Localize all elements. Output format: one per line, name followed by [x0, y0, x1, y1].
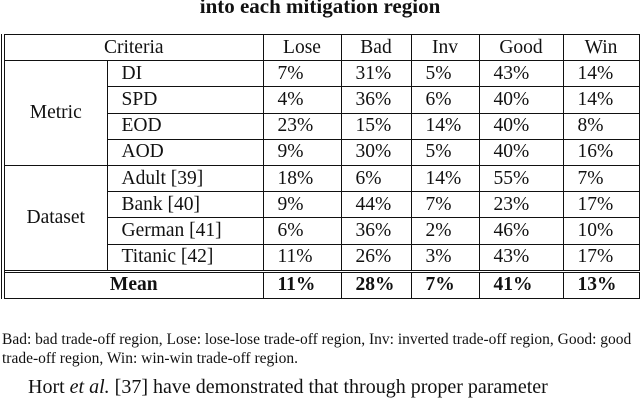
header-row: Criteria Lose Bad Inv Good Win: [2, 33, 640, 62]
data-row: AOD 9% 30% 5% 40% 16%: [3, 138, 640, 166]
cell: 36%: [340, 86, 412, 114]
cell: 23%: [478, 191, 564, 219]
data-row: Metric DI 7% 31% 5% 43% 14%: [2, 60, 640, 166]
group-label: Metric: [2, 60, 108, 166]
cell: 40%: [478, 86, 564, 114]
cell: 14%: [562, 60, 640, 88]
row-label: DI: [106, 60, 264, 88]
header-cell: Bad: [340, 33, 412, 62]
cell: 13%: [562, 269, 640, 299]
data-row: EOD 23% 15% 14% 40% 8%: [3, 112, 640, 140]
cell: 17%: [562, 191, 640, 219]
cell: 46%: [478, 217, 564, 245]
cell: 16%: [562, 138, 640, 166]
row-label: German [41]: [106, 217, 264, 245]
data-row: Titanic [42] 11% 26% 3% 43% 17%: [3, 243, 640, 272]
cell: 7%: [410, 269, 480, 299]
data-row: Dataset Adult [39] 18% 6% 14% 55% 7%: [2, 164, 640, 272]
data-row: Bank [40] 9% 44% 7% 23% 17%: [3, 191, 640, 219]
cell: 7%: [562, 164, 640, 193]
header-cell: Inv: [410, 33, 480, 62]
cell: 30%: [340, 138, 412, 166]
cell: 14%: [410, 112, 480, 140]
cell: 10%: [562, 217, 640, 245]
cell: 5%: [410, 60, 480, 88]
table-title: into each mitigation region: [199, 0, 441, 18]
cell: 17%: [562, 243, 640, 272]
cell: 44%: [340, 191, 412, 219]
text: Hort: [28, 376, 70, 398]
cell: 9%: [262, 138, 342, 166]
row-label: Mean: [2, 269, 264, 299]
text-italic: et al.: [69, 376, 110, 398]
body-text: Hort et al. [37] have demonstrated that …: [28, 376, 548, 399]
cell: 14%: [562, 86, 640, 114]
cell: 36%: [340, 217, 412, 245]
cell: 14%: [410, 164, 480, 193]
cell: 5%: [410, 138, 480, 166]
group-label: Dataset: [2, 164, 108, 272]
cell: 9%: [262, 191, 342, 219]
row-label: Bank [40]: [106, 191, 264, 219]
cell: 43%: [478, 60, 564, 88]
cell: 4%: [262, 86, 342, 114]
cell: 3%: [410, 243, 480, 272]
header-cell: Good: [478, 33, 564, 62]
cell: 23%: [262, 112, 342, 140]
cell: 8%: [562, 112, 640, 140]
cell: 15%: [340, 112, 412, 140]
cell: 6%: [340, 164, 412, 193]
header-cell: Lose: [262, 33, 342, 62]
cell: 40%: [478, 138, 564, 166]
cell: 40%: [478, 112, 564, 140]
cell: 11%: [262, 269, 342, 299]
row-label: Adult [39]: [106, 164, 264, 193]
data-row: SPD 4% 36% 6% 40% 14%: [3, 86, 640, 114]
cell: 7%: [262, 60, 342, 88]
cell: 31%: [340, 60, 412, 88]
mean-row: Mean 11% 28% 7% 41% 13%: [2, 269, 640, 299]
results-table: Criteria Lose Bad Inv Good Win Metric DI 7% 31% 5%…: [1, 33, 640, 299]
table-note: Bad: bad trade-off region, Lose: lose-lo…: [2, 331, 632, 367]
cell: 6%: [262, 217, 342, 245]
cell: 43%: [478, 243, 564, 272]
cell: 7%: [410, 191, 480, 219]
cell: 11%: [262, 243, 342, 272]
cell: 2%: [410, 217, 480, 245]
header-cell: Win: [562, 33, 640, 62]
cell: 6%: [410, 86, 480, 114]
cell: 26%: [340, 243, 412, 272]
cell: 41%: [478, 269, 564, 299]
text: [37] have demonstrated that through prop…: [109, 376, 548, 398]
cell: 28%: [340, 269, 412, 299]
header-cell: Criteria: [2, 33, 264, 62]
row-label: SPD: [106, 86, 264, 114]
row-label: AOD: [106, 138, 264, 166]
data-row: German [41] 6% 36% 2% 46% 10%: [3, 217, 640, 245]
row-label: EOD: [106, 112, 264, 140]
cell: 18%: [262, 164, 342, 193]
cell: 55%: [478, 164, 564, 193]
row-label: Titanic [42]: [106, 243, 264, 272]
